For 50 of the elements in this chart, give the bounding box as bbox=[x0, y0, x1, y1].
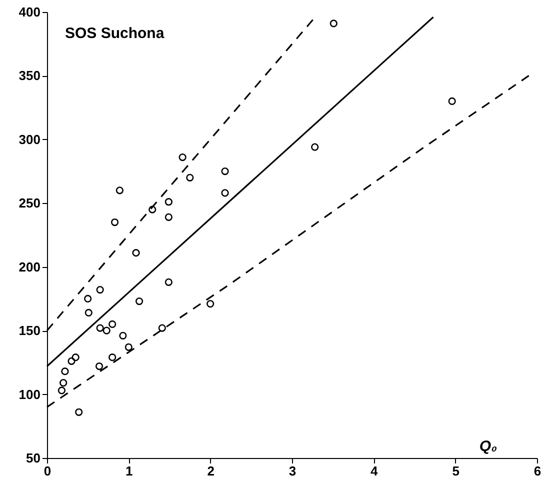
y-tick-label: 200 bbox=[18, 259, 40, 274]
x-tick-label: 0 bbox=[44, 464, 52, 478]
text: SOS Suchona bbox=[65, 25, 165, 42]
point bbox=[75, 408, 83, 416]
y-tick-label: 400 bbox=[18, 4, 40, 20]
x-axis-title: Q₀ bbox=[479, 438, 498, 455]
y-tick-label: 250 bbox=[18, 196, 40, 211]
y-tick-label: 150 bbox=[18, 323, 40, 338]
x-tick-label: 1 bbox=[126, 464, 133, 478]
point bbox=[178, 153, 186, 162]
point bbox=[311, 143, 319, 151]
point bbox=[164, 198, 172, 206]
point bbox=[148, 206, 156, 214]
point bbox=[96, 324, 104, 332]
point bbox=[330, 20, 338, 28]
point bbox=[221, 189, 229, 197]
point bbox=[60, 379, 68, 387]
point bbox=[132, 249, 140, 257]
point bbox=[84, 294, 92, 303]
point bbox=[135, 297, 144, 306]
point bbox=[221, 167, 229, 176]
point bbox=[116, 186, 124, 194]
point bbox=[448, 97, 456, 106]
point bbox=[95, 362, 104, 370]
point bbox=[119, 332, 127, 340]
point bbox=[102, 326, 110, 334]
point bbox=[96, 286, 104, 294]
point bbox=[58, 386, 66, 394]
point bbox=[124, 343, 132, 351]
point bbox=[110, 218, 119, 226]
point bbox=[186, 174, 194, 182]
point bbox=[164, 213, 172, 221]
y-tick-label: 350 bbox=[18, 68, 40, 84]
point bbox=[108, 354, 116, 362]
point bbox=[61, 368, 69, 376]
point bbox=[68, 357, 76, 365]
point bbox=[164, 278, 172, 286]
x-tick-label: 5 bbox=[452, 464, 460, 478]
point bbox=[72, 354, 80, 362]
point bbox=[158, 324, 166, 332]
x-tick-label: 4 bbox=[370, 464, 379, 478]
x-tick-label: 3 bbox=[288, 464, 296, 478]
point bbox=[108, 320, 116, 328]
y-tick-label: 300 bbox=[18, 132, 40, 147]
point bbox=[206, 300, 214, 308]
y-tick-label: 50 bbox=[26, 450, 40, 466]
x-tick-label: 6 bbox=[534, 464, 542, 478]
x-tick-label: 2 bbox=[207, 464, 214, 478]
y-tick-label: 100 bbox=[18, 386, 40, 402]
point bbox=[84, 308, 92, 317]
